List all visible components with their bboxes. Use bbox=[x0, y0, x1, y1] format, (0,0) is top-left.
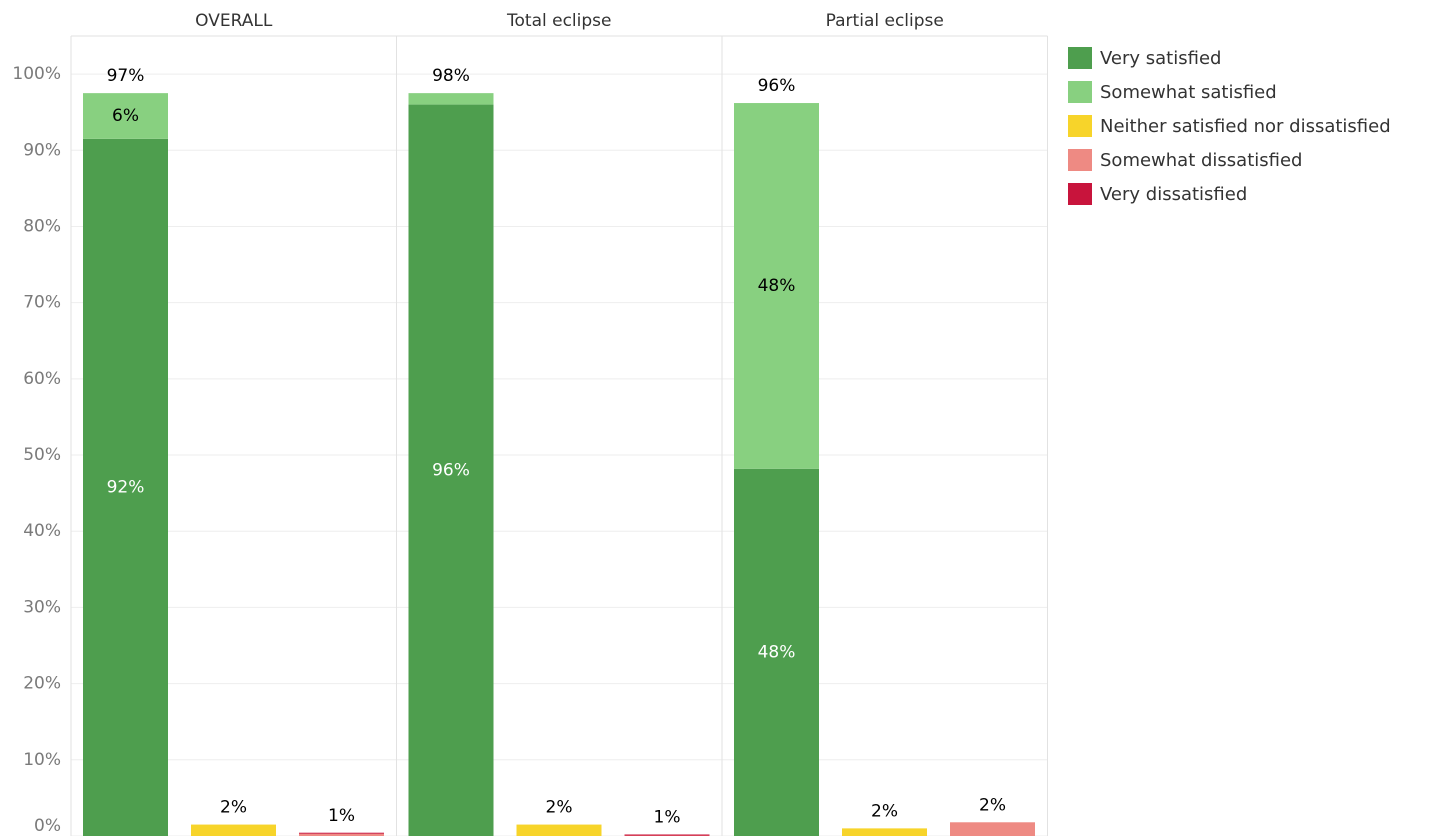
legend-item: Very satisfied bbox=[1068, 41, 1391, 75]
bar-segment bbox=[624, 834, 710, 836]
segment-label: 48% bbox=[758, 642, 796, 662]
legend-swatch bbox=[1068, 149, 1092, 171]
bar-total-label: 1% bbox=[328, 806, 355, 826]
legend-item: Very dissatisfied bbox=[1068, 177, 1391, 211]
bar-total-label: 97% bbox=[107, 66, 145, 86]
legend-item: Neither satisfied nor dissatisfied bbox=[1068, 109, 1391, 143]
y-tick-label: 20% bbox=[23, 674, 61, 694]
bar-segment bbox=[408, 93, 494, 105]
legend-swatch bbox=[1068, 115, 1092, 137]
bar-segment bbox=[734, 468, 819, 836]
y-tick-label: 100% bbox=[12, 64, 61, 84]
legend: Very satisfied Somewhat satisfied Neither … bbox=[1068, 41, 1391, 211]
bar-segment bbox=[842, 828, 927, 836]
panel-title: Partial eclipse bbox=[826, 11, 944, 31]
y-tick-label: 30% bbox=[23, 597, 61, 617]
legend-swatch bbox=[1068, 47, 1092, 69]
bar-segment bbox=[83, 93, 168, 139]
y-tick-label: 0% bbox=[34, 816, 61, 836]
legend-item: Somewhat satisfied bbox=[1068, 75, 1391, 109]
bar-segment bbox=[299, 832, 384, 834]
y-tick-label: 40% bbox=[23, 521, 61, 541]
y-tick-label: 80% bbox=[23, 216, 61, 236]
legend-label: Somewhat satisfied bbox=[1100, 81, 1277, 103]
bar-total-label: 2% bbox=[871, 801, 898, 821]
panel-title: Total eclipse bbox=[506, 11, 611, 31]
y-tick-label: 10% bbox=[23, 750, 61, 770]
y-tick-label: 70% bbox=[23, 293, 61, 313]
y-tick-label: 50% bbox=[23, 445, 61, 465]
legend-label: Neither satisfied nor dissatisfied bbox=[1100, 115, 1391, 137]
legend-item: Somewhat dissatisfied bbox=[1068, 143, 1391, 177]
bar-total-label: 98% bbox=[432, 66, 470, 86]
legend-label: Very satisfied bbox=[1100, 47, 1222, 69]
segment-label: 6% bbox=[112, 106, 139, 126]
bar-segment bbox=[734, 103, 819, 469]
legend-swatch bbox=[1068, 81, 1092, 103]
bar-total-label: 2% bbox=[546, 798, 573, 818]
segment-label: 92% bbox=[107, 477, 145, 497]
bar-segment bbox=[408, 104, 494, 836]
bar-total-label: 96% bbox=[758, 76, 796, 96]
bar-total-label: 2% bbox=[220, 798, 247, 818]
bar-segment bbox=[191, 824, 276, 836]
bar-segment bbox=[950, 822, 1035, 836]
legend-label: Somewhat dissatisfied bbox=[1100, 149, 1303, 171]
bar-total-label: 2% bbox=[979, 795, 1006, 815]
bar-segment bbox=[299, 833, 384, 836]
legend-label: Very dissatisfied bbox=[1100, 183, 1248, 205]
y-tick-label: 60% bbox=[23, 369, 61, 389]
legend-swatch bbox=[1068, 183, 1092, 205]
bar-segment bbox=[83, 138, 168, 836]
y-tick-label: 90% bbox=[23, 140, 61, 160]
panel-title: OVERALL bbox=[195, 11, 273, 31]
bar-total-label: 1% bbox=[654, 807, 681, 827]
segment-label: 96% bbox=[432, 460, 470, 480]
bar-segment bbox=[516, 824, 602, 836]
segment-label: 48% bbox=[758, 276, 796, 296]
